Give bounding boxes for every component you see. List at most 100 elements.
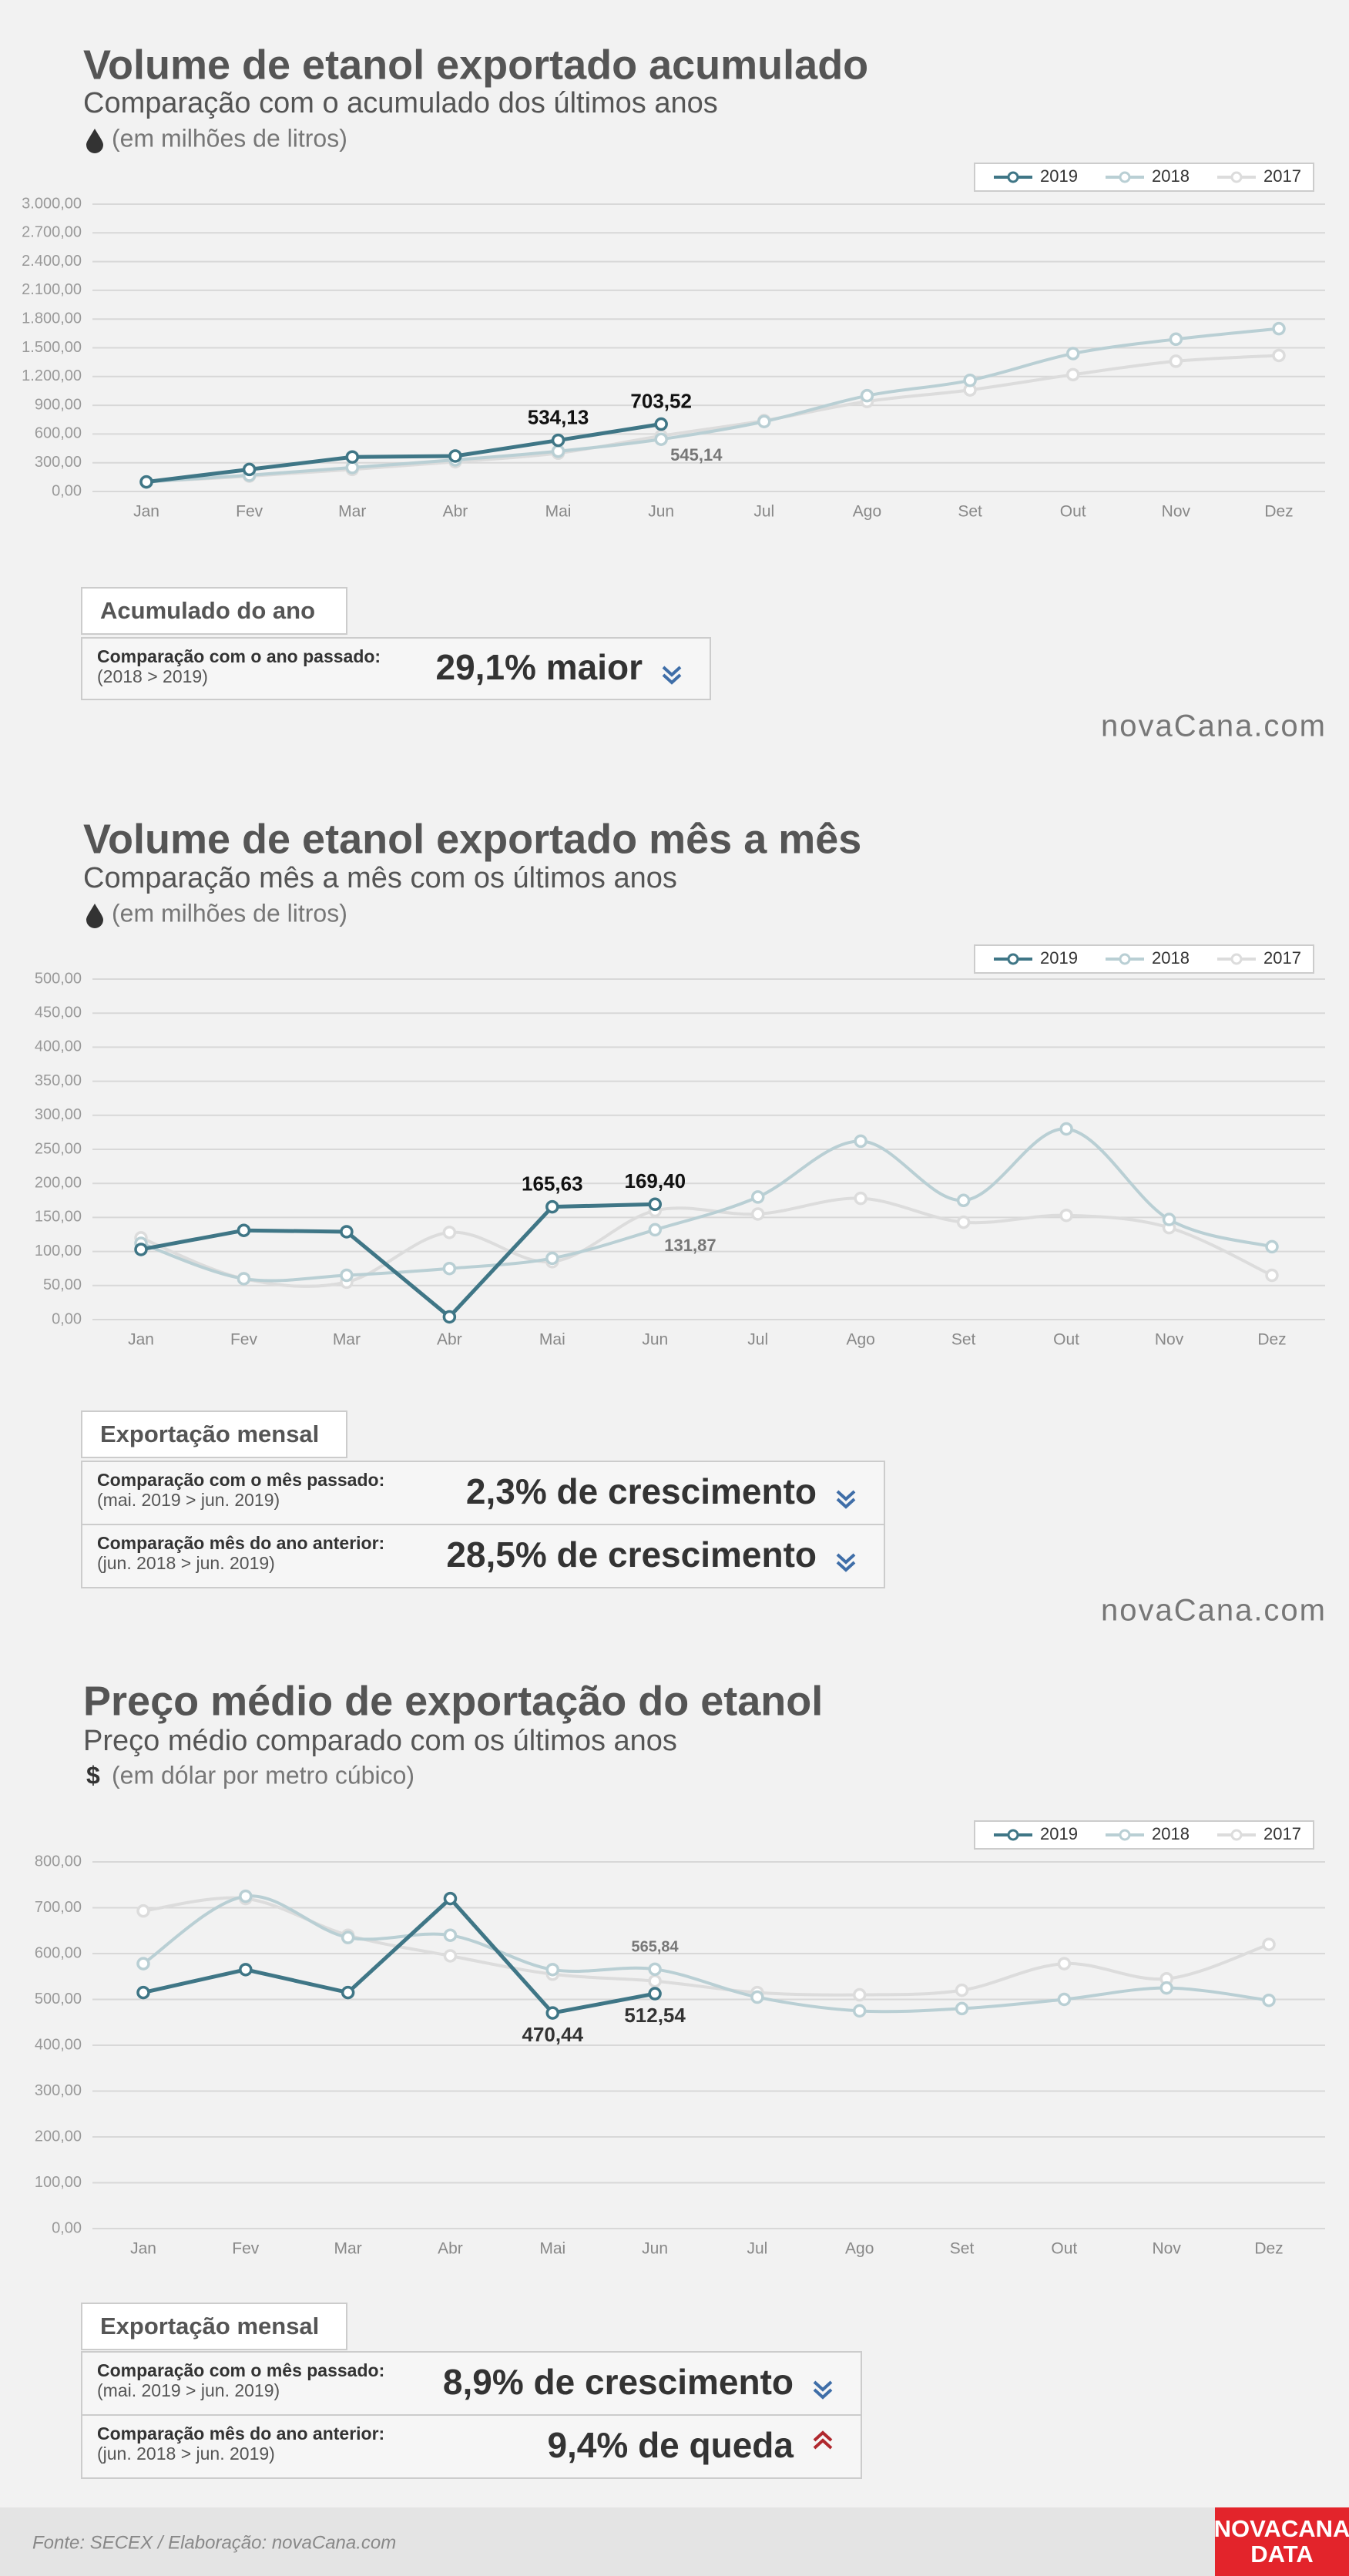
- point-marker: [545, 1963, 560, 1977]
- x-tick-label: Mai: [545, 503, 572, 521]
- y-tick-label: 600,00: [35, 1944, 82, 1961]
- summary-row-detail: (mai. 2019 > jun. 2019): [97, 2380, 280, 2400]
- x-tick-label: Ago: [846, 1331, 874, 1349]
- point-marker: [1169, 354, 1183, 368]
- x-tick-label: Dez: [1257, 1331, 1286, 1349]
- point-marker: [648, 1962, 662, 1977]
- value-label: 534,13: [528, 405, 589, 428]
- y-tick-label: 1.200,00: [22, 367, 82, 384]
- point-marker: [1059, 1208, 1073, 1223]
- y-tick-label: 400,00: [35, 1038, 82, 1055]
- summary-tab: [81, 587, 347, 635]
- x-tick-label: Set: [950, 2240, 975, 2258]
- x-tick-label: Dez: [1254, 2240, 1283, 2258]
- point-marker: [443, 1891, 458, 1906]
- x-tick-label: Mar: [333, 1331, 361, 1349]
- summary-tab: [81, 2303, 347, 2350]
- summary-row-detail: (jun. 2018 > jun. 2019): [97, 1553, 275, 1573]
- summary-row-value: 2,3% de crescimento: [466, 1471, 817, 1511]
- x-tick-label: Fev: [230, 1331, 258, 1349]
- chart-title: Volume de etanol exportado mês a mês: [83, 816, 861, 862]
- point-marker: [239, 1889, 253, 1903]
- summary-row-value: 29,1% maior: [436, 647, 643, 687]
- y-tick-label: 500,00: [35, 970, 82, 987]
- summary-row-value: 8,9% de crescimento: [443, 2362, 794, 2402]
- point-marker: [648, 1223, 663, 1237]
- point-marker: [1162, 1213, 1176, 1226]
- point-marker: [443, 1928, 458, 1942]
- y-tick-label: 400,00: [35, 2036, 82, 2053]
- point-marker: [442, 1226, 457, 1239]
- legend-marker: [1119, 1829, 1131, 1841]
- summary-title: Exportação mensal: [100, 1420, 319, 1447]
- series-line: [146, 327, 1280, 484]
- legend-label: 2018: [1152, 948, 1190, 968]
- x-tick-label: Out: [1060, 503, 1086, 521]
- point-marker: [139, 475, 153, 489]
- x-tick-label: Out: [1051, 2240, 1077, 2258]
- point-marker: [750, 1207, 765, 1221]
- y-tick-label: 3.000,00: [22, 195, 82, 212]
- y-tick-label: 700,00: [35, 1899, 82, 1916]
- y-tick-label: 0,00: [52, 482, 82, 499]
- y-tick-label: 100,00: [35, 1243, 82, 1259]
- x-tick-label: Jun: [648, 503, 674, 521]
- legend-marker: [1007, 953, 1019, 965]
- direction-chevron: [813, 2380, 833, 2400]
- point-marker: [237, 1272, 251, 1286]
- legend-label: 2019: [1040, 166, 1078, 186]
- y-tick-label: 450,00: [35, 1004, 82, 1021]
- point-marker: [963, 374, 977, 387]
- drop-icon: [86, 904, 103, 928]
- x-tick-label: Mar: [334, 2240, 362, 2258]
- point-marker: [1057, 1957, 1072, 1971]
- series-line: [142, 1894, 1270, 2014]
- x-tick-label: Mai: [539, 1331, 565, 1349]
- point-marker: [757, 414, 771, 428]
- unit-note: (em milhões de litros): [112, 124, 347, 152]
- point-marker: [341, 1930, 355, 1944]
- point-marker: [341, 1985, 355, 2000]
- point-marker: [239, 1963, 253, 1977]
- point-marker: [852, 2004, 867, 2018]
- point-marker: [448, 449, 462, 463]
- direction-chevron: [662, 666, 682, 685]
- y-tick-label: 0,00: [52, 1310, 82, 1327]
- point-marker: [750, 1190, 765, 1204]
- y-tick-label: 1.500,00: [22, 339, 82, 356]
- logo: novaCana.com: [1101, 1594, 1327, 1628]
- point-marker: [1057, 1992, 1072, 2007]
- legend-label: 2017: [1263, 1824, 1301, 1843]
- value-label: 165,63: [522, 1172, 583, 1195]
- value-label: 169,40: [625, 1169, 686, 1192]
- value-label: 470,44: [522, 2023, 584, 2046]
- summary-row-label: Comparação com o mês passado:: [97, 1470, 384, 1490]
- x-tick-label: Out: [1053, 1331, 1079, 1349]
- point-marker: [1262, 1993, 1276, 2007]
- point-marker: [1272, 348, 1286, 363]
- x-tick-label: Jul: [747, 2240, 767, 2258]
- series-line: [140, 1196, 1273, 1288]
- summary-title: Acumulado do ano: [100, 597, 315, 624]
- x-tick-label: Mai: [539, 2240, 565, 2258]
- point-marker: [134, 1243, 148, 1256]
- summary-row-detail: (mai. 2019 > jun. 2019): [97, 1490, 280, 1510]
- x-tick-label: Mar: [338, 503, 366, 521]
- point-marker: [545, 2006, 560, 2020]
- point-marker: [750, 1990, 764, 2004]
- point-marker: [1265, 1268, 1279, 1283]
- point-marker: [545, 1251, 559, 1266]
- x-tick-label: Jan: [130, 2240, 156, 2258]
- summary-row-detail: (2018 > 2019): [97, 666, 208, 686]
- point-marker: [345, 450, 360, 464]
- y-tick-label: 500,00: [35, 1991, 82, 2007]
- summary-row-detail: (jun. 2018 > jun. 2019): [97, 2444, 275, 2464]
- value-label: 703,52: [630, 389, 692, 412]
- series-line: [143, 1896, 1270, 1997]
- y-tick-label: 0,00: [52, 2219, 82, 2236]
- summary-row: [81, 2351, 862, 2416]
- summary-row: [81, 637, 711, 700]
- legend-marker: [1230, 171, 1243, 183]
- point-marker: [443, 1949, 458, 1963]
- point-marker: [956, 1193, 971, 1208]
